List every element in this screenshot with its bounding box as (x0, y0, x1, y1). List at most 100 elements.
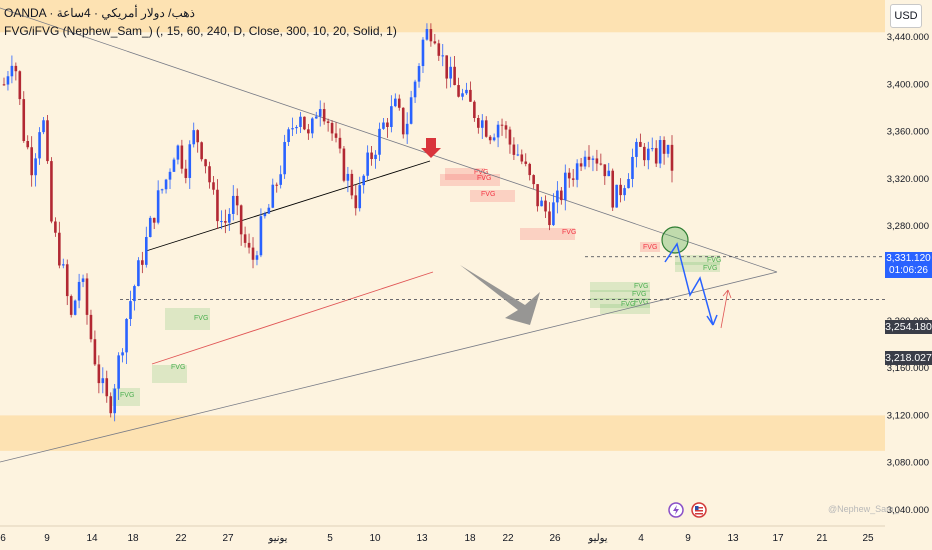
fvg-box-12 (675, 255, 720, 265)
fvg-box-10 (590, 290, 650, 300)
candle-body (445, 55, 448, 79)
candle-body (196, 130, 199, 143)
candle-body (204, 159, 207, 167)
candles (2, 23, 674, 422)
candle-body (18, 71, 22, 100)
candle-body (575, 163, 579, 180)
candle-body (650, 148, 654, 150)
rebound-arrow (720, 289, 732, 329)
x-tick-label: 18 (464, 533, 476, 544)
candle-body (251, 247, 255, 260)
candle-body (34, 158, 37, 176)
candle-body (54, 221, 57, 233)
candle-body (129, 301, 132, 320)
candle-body (121, 352, 124, 356)
candle-body (374, 154, 377, 160)
candle-body (38, 132, 41, 159)
candle-body (413, 81, 417, 98)
x-tick-label: يوليو (587, 533, 607, 544)
y-tick-label: 3,360.000 (887, 127, 929, 138)
candle-body (330, 122, 334, 134)
triangle-upper-line (0, 7, 778, 273)
candle-body (46, 120, 49, 162)
candle-body (370, 152, 373, 160)
fvg-box-13 (675, 262, 720, 272)
candle-body (275, 184, 279, 186)
y-tick-label: 3,040.000 (887, 505, 929, 516)
candle-body (2, 84, 6, 86)
fvg-label-3: FVG (120, 392, 134, 399)
fvg-box-8 (640, 242, 660, 252)
candle-body (528, 163, 532, 176)
x-tick-label: 22 (502, 533, 514, 544)
candle-body (184, 168, 188, 178)
indicator-legend[interactable]: FVG/iFVG (Nephew_Sam_) (, 15, 60, 240, D… (4, 24, 397, 38)
candle-body (536, 184, 539, 207)
candle-body (65, 264, 69, 297)
candle-body (429, 29, 433, 42)
candle-body (137, 260, 140, 287)
x-tick-label: يونيو (268, 533, 288, 544)
candle-body (480, 120, 484, 128)
candle-body (666, 144, 670, 154)
candle-body (224, 221, 227, 223)
candle-body (334, 133, 338, 138)
candle-body (6, 76, 10, 85)
fvg-box-5 (440, 174, 500, 186)
candle-body (449, 66, 452, 79)
candle-body (117, 355, 120, 389)
projection-path (664, 242, 714, 326)
candle-body (567, 172, 571, 179)
candle-body (176, 145, 180, 160)
candle-body (595, 158, 599, 164)
candle-body (488, 136, 492, 141)
candle-body (279, 174, 282, 185)
candle-body (611, 170, 615, 208)
candle-body (26, 141, 30, 148)
candle-body (247, 242, 251, 248)
candle-body (354, 195, 358, 209)
candle-body (61, 264, 65, 266)
candle-body (627, 179, 630, 189)
candle-body (512, 144, 516, 155)
candle-body (346, 173, 350, 181)
fvg-box-9 (590, 282, 650, 292)
candle-body (255, 255, 259, 260)
countdown: 01:06:26 (889, 265, 928, 276)
candle-body (520, 154, 524, 162)
candle-body (394, 98, 397, 107)
candle-body (433, 41, 437, 44)
candle-body (113, 388, 116, 414)
candle-body (172, 159, 176, 172)
candle-body (635, 141, 638, 157)
fvg-box-4 (445, 168, 485, 180)
candle-body (133, 286, 136, 302)
target-circle (661, 226, 689, 254)
candle-body (141, 260, 144, 265)
chart-title: OANDA · ذهب/ دولار أمريكي · 4ساعة (4, 6, 195, 20)
fvg-label-14: FVG (621, 301, 635, 308)
candle-body (231, 195, 235, 214)
candle-body (484, 120, 488, 137)
flag-icon-us[interactable] (691, 502, 707, 520)
candle-body (109, 396, 113, 414)
x-tick-label: 26 (549, 533, 561, 544)
candle-body (548, 211, 551, 226)
candle-body (556, 190, 559, 203)
current-price: 3,331.120 (886, 253, 931, 264)
gray-arrow-icon (460, 265, 540, 325)
candle-body (271, 184, 275, 208)
y-tick-label: 3,280.000 (887, 221, 929, 232)
candle-body (220, 221, 223, 223)
candle-body (314, 116, 318, 119)
currency-button[interactable]: USD (890, 4, 922, 28)
candle-body (366, 152, 369, 176)
event-icon-lightning[interactable] (668, 502, 684, 520)
zone-2 (0, 415, 885, 451)
fvg-label-2: FVG (171, 364, 185, 371)
candle-body (405, 123, 409, 135)
fvg-label-8: FVG (643, 244, 657, 251)
candle-body (646, 148, 650, 161)
